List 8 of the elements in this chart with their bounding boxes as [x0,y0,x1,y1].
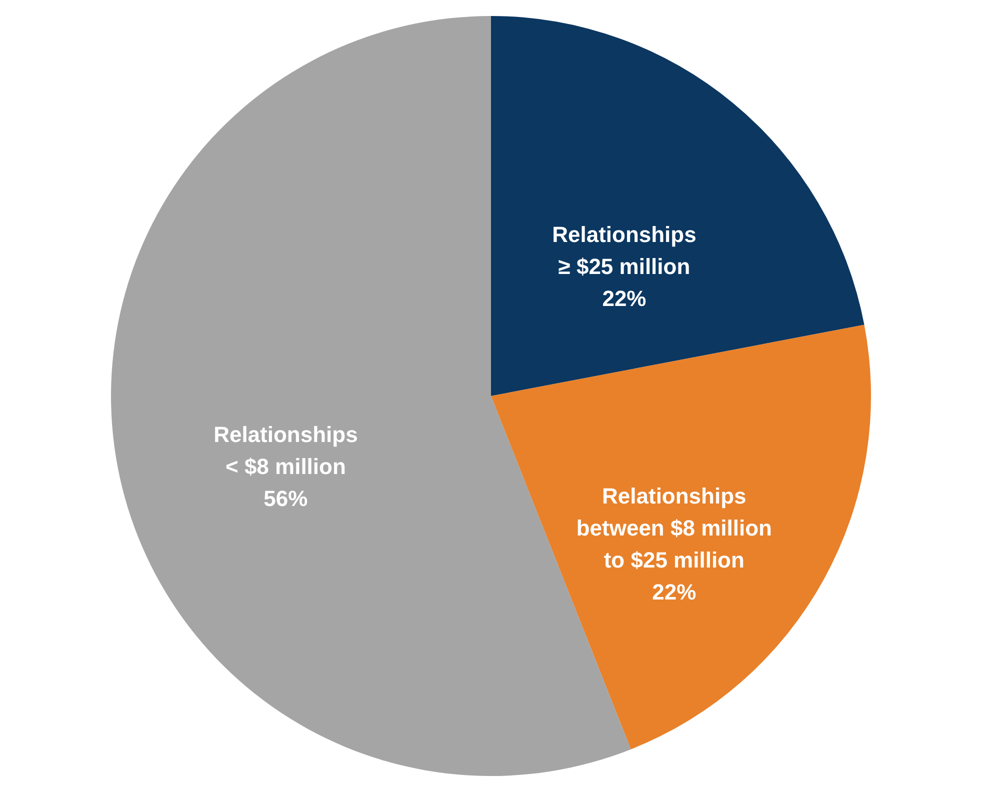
data-label: 22% [602,286,646,311]
pie-slice [491,16,864,396]
slice-label: Relationships ≥ $25 million [552,222,696,279]
slice-label: Relationships between $8 million to $25 million [576,484,772,573]
data-label: 56% [264,486,308,512]
data-label: 22% [652,580,696,605]
slice-label: Relationships < $8 million [214,422,358,480]
pie-slice [491,324,870,750]
